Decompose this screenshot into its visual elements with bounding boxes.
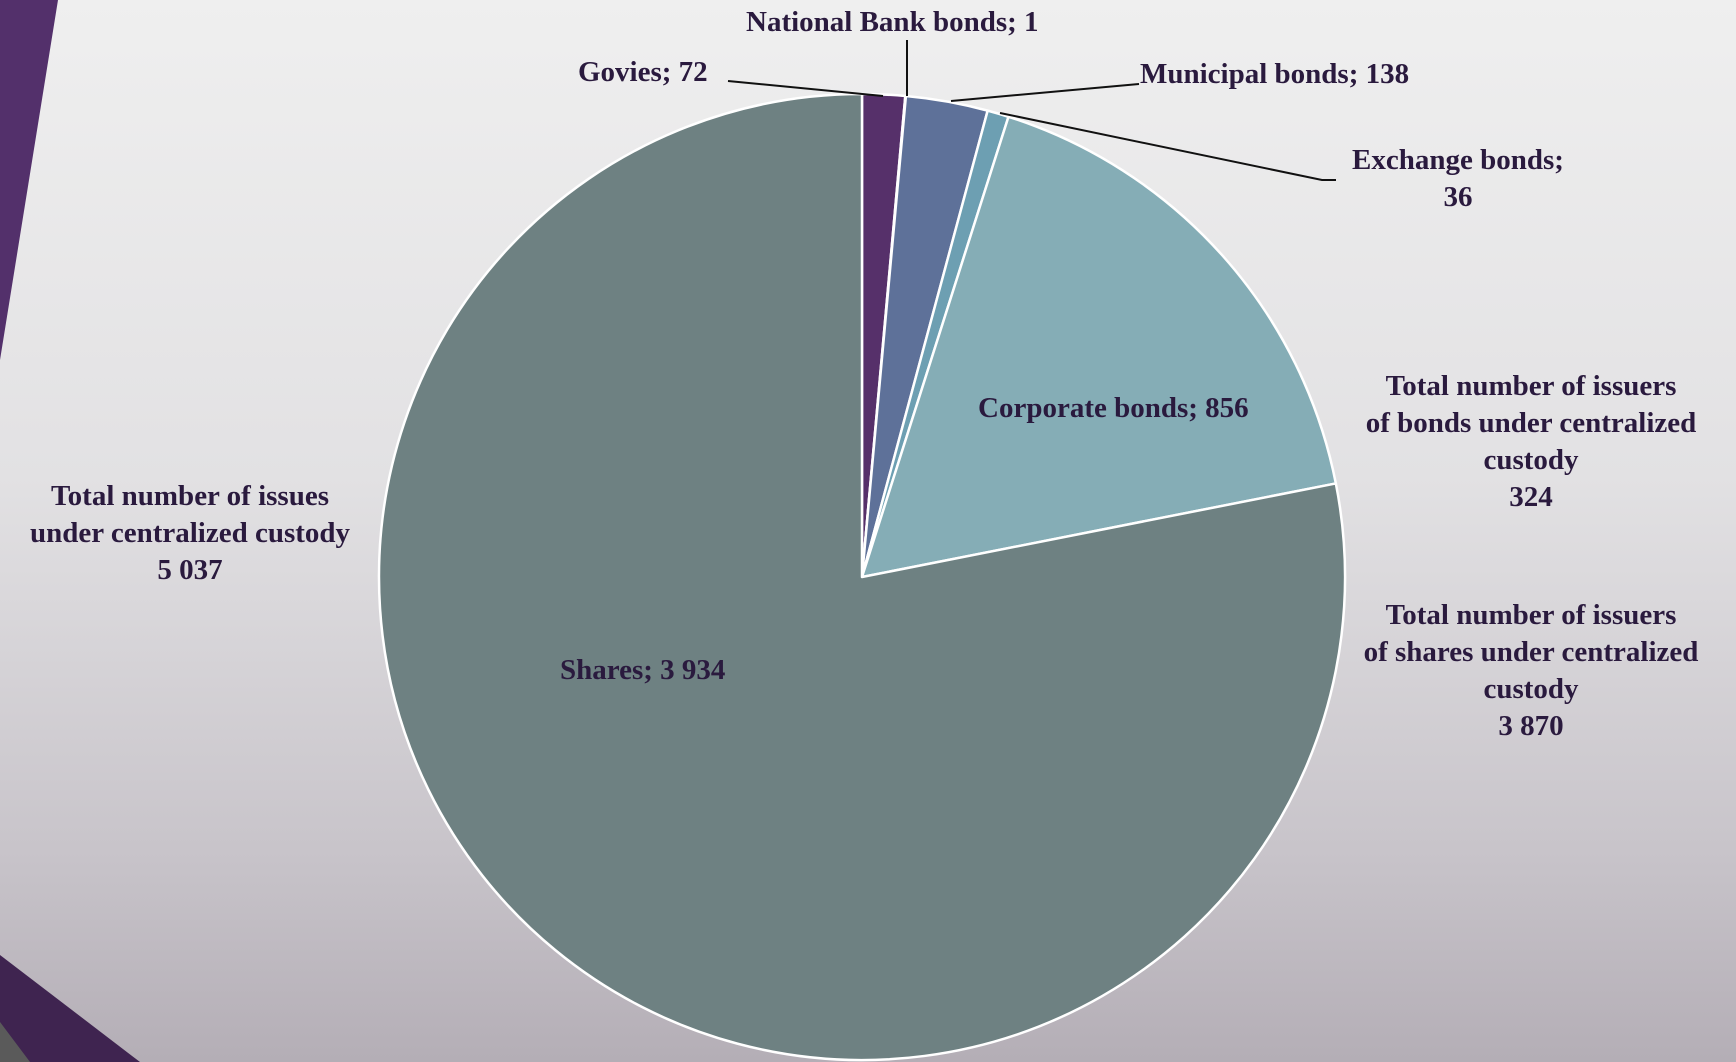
label-corporate-bonds: Corporate bonds; 856	[978, 392, 1249, 424]
annotation-total-issues: Total number of issues under centralized…	[6, 478, 374, 589]
annotation-issuers-bonds-line1: Total number of issuers	[1385, 370, 1677, 402]
annotation-issuers-shares-line1: Total number of issuers	[1385, 599, 1677, 631]
annotation-total-issues-line2: under centralized custody	[29, 517, 351, 549]
pie-slice-corporate-bonds	[860, 115, 1338, 579]
annotation-issuers-shares-line2: of shares under centralized	[1363, 636, 1699, 668]
bottom-left-accent	[0, 955, 140, 1062]
label-exchange-bonds-line1: Exchange bonds;	[1352, 144, 1564, 176]
pie-slice-shares	[377, 92, 1347, 1062]
annotation-total-issues-value: 5 037	[157, 554, 223, 586]
leader-lines	[727, 40, 1336, 181]
annotation-issuers-bonds-value: 324	[1509, 481, 1553, 513]
annotation-issuers-shares-value: 3 870	[1498, 710, 1564, 742]
label-exchange-bonds: Exchange bonds; 36	[1340, 142, 1576, 216]
label-exchange-bonds-value: 36	[1443, 181, 1473, 213]
annotation-issuers-bonds-line2: of bonds under centralized	[1365, 407, 1697, 439]
leader-line-exchange	[999, 112, 1336, 181]
left-accent-bar	[0, 0, 58, 360]
label-national-bank-bonds: National Bank bonds; 1	[746, 6, 1039, 38]
annotation-total-issues-line1: Total number of issues	[51, 480, 329, 512]
annotation-issuers-bonds: Total number of issuers of bonds under c…	[1336, 368, 1726, 516]
annotation-issuers-bonds-line3: custody	[1483, 444, 1579, 476]
bottom-left-accent-edge	[0, 1022, 30, 1062]
leader-line-municipal	[950, 83, 1140, 102]
pie-slices	[377, 92, 1347, 1062]
label-shares: Shares; 3 934	[560, 654, 726, 686]
label-municipal-bonds: Municipal bonds; 138	[1140, 58, 1410, 90]
label-govies: Govies; 72	[578, 56, 708, 88]
annotation-issuers-shares: Total number of issuers of shares under …	[1336, 597, 1726, 745]
annotation-issuers-shares-line3: custody	[1483, 673, 1579, 705]
leader-line-govies	[727, 80, 884, 97]
